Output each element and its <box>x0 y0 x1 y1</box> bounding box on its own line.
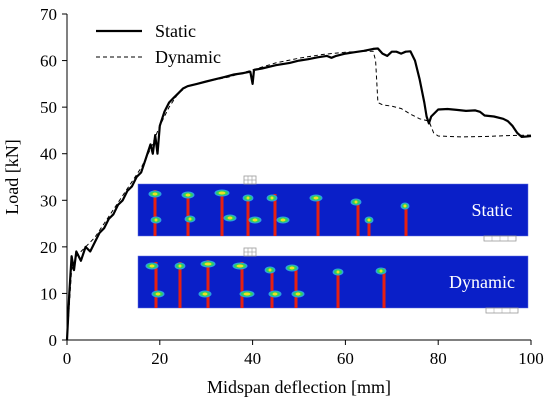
damage-blob <box>243 292 251 296</box>
legend: Static Dynamic <box>96 21 221 67</box>
dynamic-panel: Dynamic <box>137 255 529 309</box>
damage-blob <box>336 270 340 274</box>
damage-blob <box>403 204 407 208</box>
crack-mark <box>316 196 320 236</box>
series-static-line <box>65 47 532 341</box>
crack-mark <box>154 262 158 308</box>
dynamic-crack-pattern <box>145 260 387 308</box>
damage-blob <box>272 292 278 296</box>
fe-damage-panels: Static Dynamic <box>137 175 529 314</box>
support-plate-static <box>483 235 517 242</box>
damage-blob <box>270 196 274 200</box>
damage-blob <box>367 218 371 222</box>
legend-dynamic-label: Dynamic <box>155 47 221 67</box>
crack-mark <box>246 196 250 236</box>
damage-blob <box>202 292 208 296</box>
damage-blob <box>289 266 295 270</box>
x-tick-label: 100 <box>518 349 544 368</box>
x-tick-label: 60 <box>337 349 354 368</box>
damage-blob <box>227 216 233 220</box>
damage-blob <box>379 269 383 273</box>
support-plate-dynamic <box>485 307 519 314</box>
static-panel-label: Static <box>472 200 513 220</box>
legend-static-label: Static <box>155 21 196 41</box>
y-tick-label: 60 <box>40 52 57 71</box>
load-plate-bottom <box>243 247 257 257</box>
damage-blob <box>204 262 212 266</box>
crack-mark <box>153 190 157 236</box>
crack-mark <box>220 190 224 236</box>
x-axis-label: Midspan deflection [mm] <box>207 377 391 397</box>
damage-blob <box>313 196 319 200</box>
crack-mark <box>356 200 360 236</box>
damage-blob <box>268 268 272 272</box>
y-axis-label: Load [kN] <box>2 139 22 214</box>
y-ticks: 0 10 20 30 40 50 60 70 <box>40 5 67 350</box>
crack-mark <box>273 194 277 236</box>
damage-blob <box>295 292 301 296</box>
static-panel-background <box>137 183 529 237</box>
damage-blob <box>185 193 191 197</box>
x-tick-label: 40 <box>244 349 261 368</box>
static-panel: Static <box>137 183 529 237</box>
x-tick-label: 20 <box>151 349 168 368</box>
damage-blob <box>280 218 286 222</box>
damage-blob <box>149 264 155 268</box>
dynamic-panel-label: Dynamic <box>449 272 515 292</box>
x-tick-label: 80 <box>430 349 447 368</box>
crack-mark <box>336 270 340 308</box>
crack-mark <box>178 262 182 308</box>
y-tick-label: 20 <box>40 238 57 257</box>
damage-blob <box>246 196 250 200</box>
damage-blob <box>155 292 161 296</box>
y-tick-label: 50 <box>40 98 57 117</box>
damage-blob <box>354 200 358 204</box>
crack-mark <box>382 268 386 308</box>
crack-mark <box>270 268 274 308</box>
crack-mark <box>206 260 210 308</box>
x-tick-label: 0 <box>63 349 72 368</box>
load-plate-top <box>243 175 257 185</box>
crack-mark <box>404 204 408 236</box>
damage-blob <box>252 218 258 222</box>
x-ticks: 0 20 40 60 80 100 <box>63 340 544 368</box>
y-tick-label: 30 <box>40 191 57 210</box>
crack-mark <box>294 266 298 308</box>
y-tick-label: 0 <box>49 331 58 350</box>
crack-mark <box>367 220 371 236</box>
damage-blob <box>218 191 226 195</box>
crack-mark <box>240 262 244 308</box>
series-dynamic-line <box>66 50 532 341</box>
damage-blob <box>178 264 182 268</box>
damage-blob <box>154 218 158 222</box>
crack-mark <box>186 192 190 236</box>
damage-blob <box>152 192 158 196</box>
static-crack-pattern <box>148 189 410 236</box>
damage-blob <box>188 217 192 221</box>
y-tick-label: 70 <box>40 5 57 24</box>
y-tick-label: 40 <box>40 145 57 164</box>
damage-blob <box>236 264 244 268</box>
y-tick-label: 10 <box>40 284 57 303</box>
